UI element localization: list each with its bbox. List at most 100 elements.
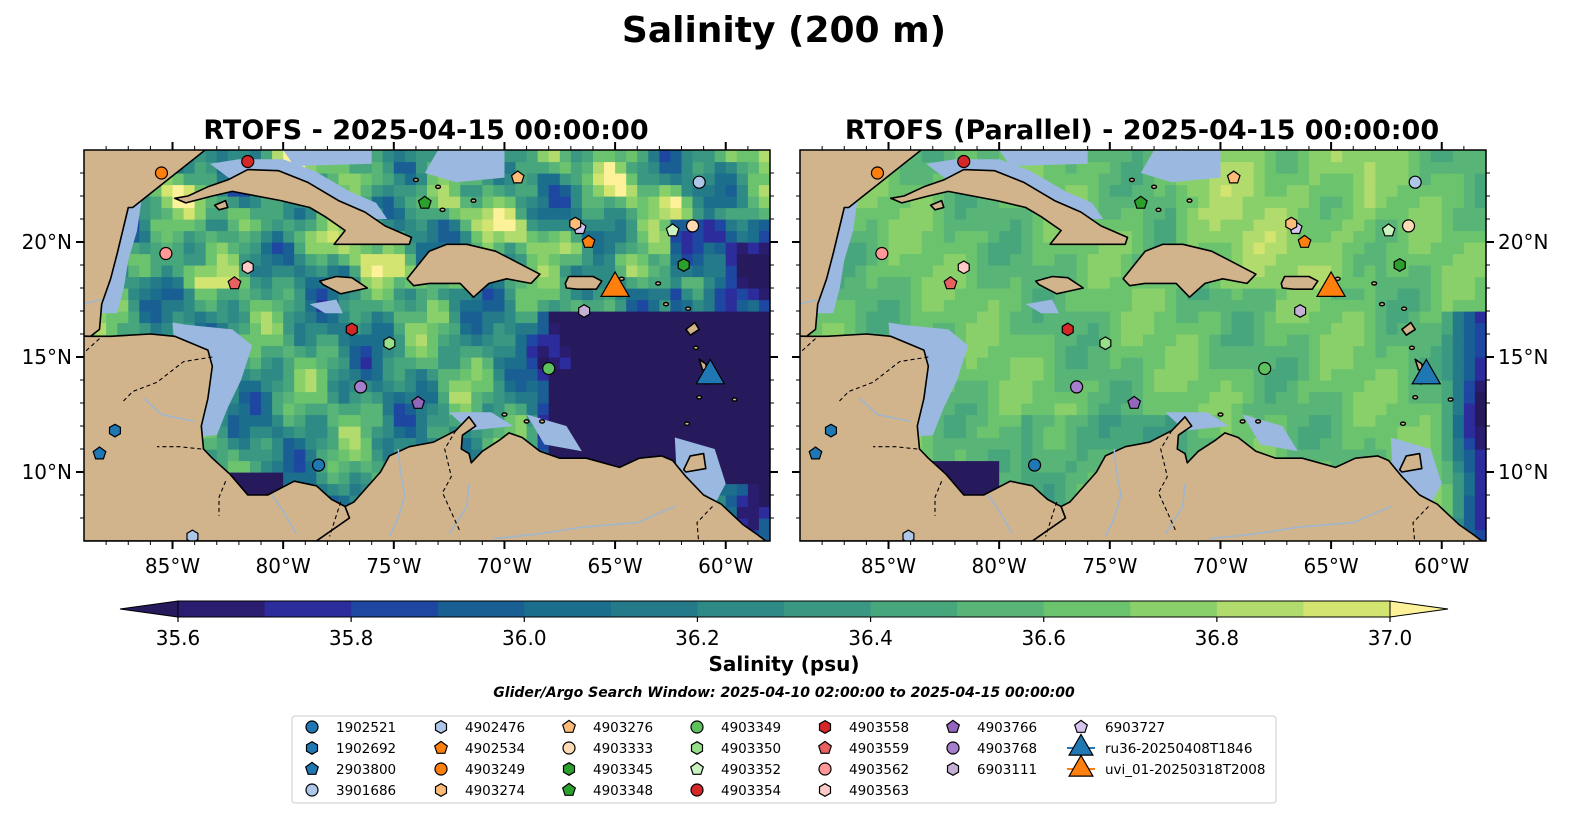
x-tick-label: 75°W (1082, 554, 1137, 578)
country-border (1157, 430, 1177, 533)
legend-marker (434, 762, 448, 776)
marker-4903350 (383, 336, 396, 351)
colorbar-segment (1130, 601, 1218, 617)
colorbar-segment (957, 601, 1045, 617)
country-border (696, 506, 713, 541)
marker-4902534 (581, 234, 596, 248)
legend-marker (1073, 719, 1089, 733)
x-tick-label: 65°W (1303, 554, 1358, 578)
river (448, 483, 470, 535)
small-island (1128, 177, 1136, 183)
x-tick-label: 60°W (698, 554, 753, 578)
y-tick-label: 20°N (1498, 230, 1548, 254)
colorbar-segment (524, 601, 612, 617)
country-border (934, 480, 943, 516)
legend-label: 4903333 (593, 741, 653, 757)
small-island (435, 184, 442, 190)
country-border (218, 480, 227, 516)
marker-uvi_01-20250318T2008 (1315, 270, 1347, 297)
marker-6903111 (1294, 304, 1307, 318)
marker-4903345 (1393, 258, 1406, 272)
legend-label: 4903559 (849, 741, 909, 757)
country-border (800, 338, 816, 354)
land-southam (315, 415, 768, 541)
river (859, 397, 911, 423)
legend-item-4903562: 4903562 (818, 762, 909, 778)
country-border (873, 446, 918, 450)
y-tick-label: 10°N (22, 460, 72, 484)
legend-marker (305, 741, 319, 755)
legend-item-4903249: 4903249 (434, 762, 525, 778)
river (493, 505, 676, 540)
legend-item-4902476: 4902476 (434, 720, 525, 736)
land-isleofyouth (929, 199, 945, 211)
legend-marker (690, 741, 704, 755)
colorbar-segment (784, 601, 872, 617)
map-frame (799, 149, 1487, 542)
legend-label: 4903348 (593, 783, 653, 799)
colorbar-frame (177, 600, 1391, 618)
river (1104, 448, 1122, 537)
colorbar-segment (1303, 601, 1391, 617)
legend-label: 3901686 (336, 783, 396, 799)
marker-4903559 (943, 276, 958, 290)
legend-label: 2903800 (336, 762, 396, 778)
legend: 1902521 1902692 2903800 3901686 4902476 49025… (291, 715, 1277, 804)
marker-4903349 (542, 361, 556, 376)
legend-marker (690, 783, 704, 797)
legend-label: 4903345 (593, 762, 653, 778)
legend-item-4903354: 4903354 (690, 783, 781, 799)
colorbar-segment (437, 601, 525, 617)
river (143, 397, 195, 423)
marker-3901686 (692, 175, 706, 189)
country-border (441, 430, 461, 533)
marker-4903768 (1070, 380, 1084, 394)
country-border (84, 338, 100, 354)
legend-item-6903727: 6903727 (1073, 719, 1165, 736)
legend-marker (818, 720, 832, 734)
small-island (1447, 397, 1454, 402)
legend-marker (561, 782, 577, 796)
legend-label: 4903274 (465, 783, 525, 799)
legend-item-4903352: 4903352 (689, 761, 781, 778)
small-island (1186, 198, 1193, 203)
land-cuba (173, 168, 413, 246)
legend-item-4903766: 4903766 (945, 719, 1037, 736)
legend-marker (433, 740, 449, 754)
colorbar-segment (610, 601, 698, 617)
legend-marker (818, 762, 832, 776)
land-guadeloupe (685, 321, 701, 337)
colorbar-extend-max (1389, 600, 1449, 618)
legend-marker (562, 762, 576, 776)
land-puertorico (1280, 275, 1319, 291)
small-island (696, 394, 703, 400)
marker-1902692 (824, 423, 838, 438)
marker-4903350 (1099, 336, 1112, 351)
legend-item-4903348: 4903348 (561, 782, 653, 799)
colorbar-tick-label: 36.6 (1021, 626, 1066, 650)
marker-4903249 (154, 166, 169, 180)
marker-4903766 (411, 395, 426, 409)
legend-label: ru36-20250408T1846 (1105, 741, 1252, 757)
legend-box (291, 715, 1277, 804)
y-tick-label: 15°N (1498, 345, 1548, 369)
marker-4903348 (417, 195, 432, 209)
marker-4902534 (1297, 234, 1312, 248)
small-island (412, 177, 420, 183)
small-island (538, 419, 546, 424)
legend-item-4903768: 4903768 (946, 741, 1037, 757)
legend-label: 4903276 (593, 720, 653, 736)
colorbar: 35.6 35.8 36.0 36.2 36.4 36.6 36.8 37.0 (119, 600, 1449, 650)
river (84, 298, 102, 305)
legend-item-4903350: 4903350 (690, 741, 781, 757)
colorbar-segment (697, 601, 785, 617)
small-island (1217, 412, 1224, 417)
river (800, 298, 818, 305)
marker-6903111 (578, 304, 591, 318)
legend-marker (817, 740, 833, 754)
colorbar-label: Salinity (psu) (708, 652, 859, 676)
marker-2903800 (808, 446, 823, 460)
marker-ru36-20250408T1846 (1411, 358, 1442, 385)
float-markers (92, 154, 726, 541)
